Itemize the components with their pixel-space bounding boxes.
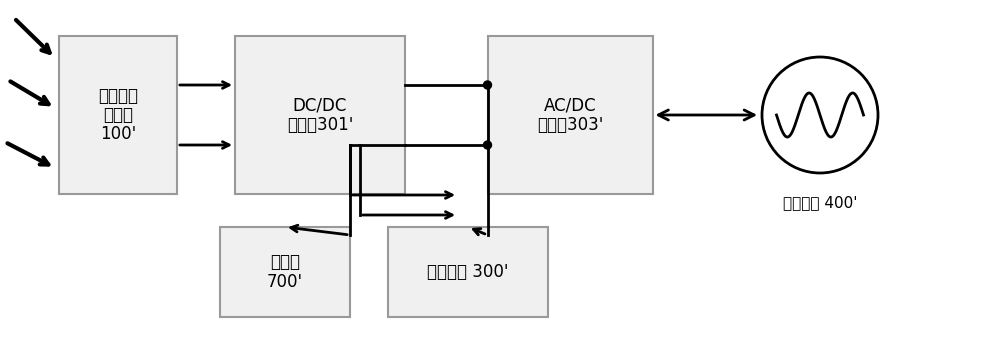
Text: 太阳能电: 太阳能电 — [98, 87, 138, 105]
Circle shape — [484, 81, 492, 89]
Text: 变换器303': 变换器303' — [537, 116, 603, 134]
Bar — [220, 227, 350, 317]
Text: 蓄电池: 蓄电池 — [270, 254, 300, 271]
Text: 空调机组 300': 空调机组 300' — [427, 263, 509, 281]
Text: 池阵列: 池阵列 — [103, 106, 133, 124]
Text: DC/DC: DC/DC — [293, 96, 347, 114]
Text: 单相电网 400': 单相电网 400' — [783, 195, 857, 210]
Bar — [59, 36, 177, 194]
Bar — [488, 36, 652, 194]
Circle shape — [484, 141, 492, 149]
Text: 700': 700' — [267, 273, 303, 291]
Text: AC/DC: AC/DC — [544, 96, 596, 114]
Text: 100': 100' — [100, 125, 136, 143]
Bar — [388, 227, 548, 317]
Bar — [235, 36, 405, 194]
Text: 变换器301': 变换器301' — [287, 116, 353, 134]
